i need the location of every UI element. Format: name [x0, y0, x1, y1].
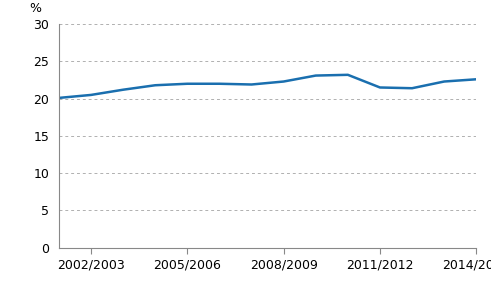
Text: %: %	[29, 2, 42, 15]
